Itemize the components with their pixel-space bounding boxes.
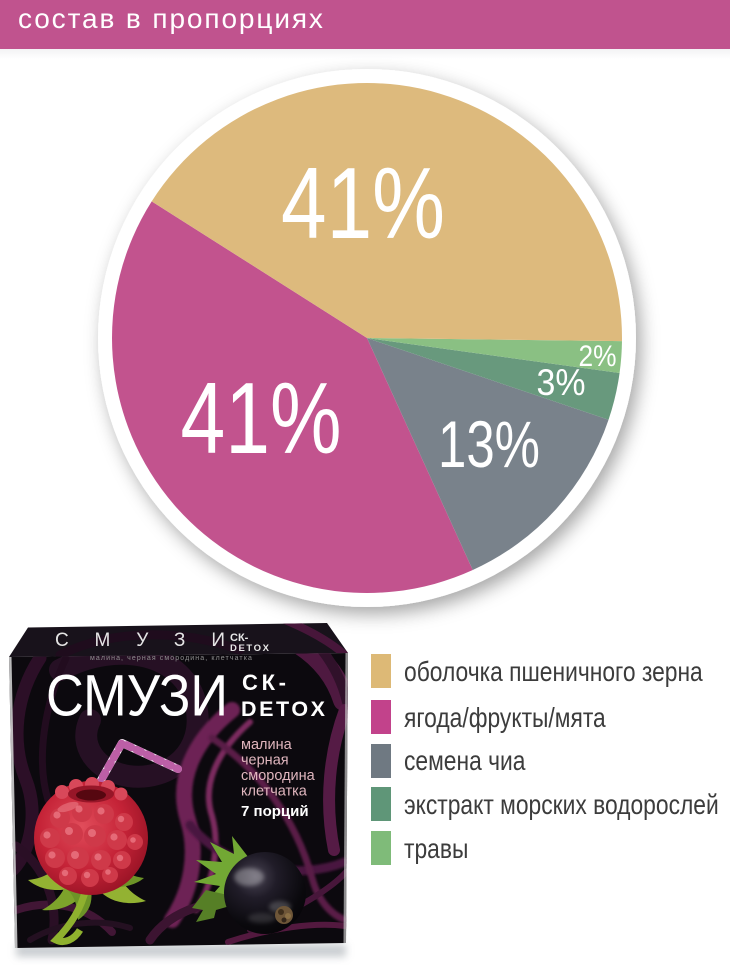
svg-text:DETOX: DETOX — [230, 643, 270, 654]
svg-text:3%: 3% — [537, 362, 586, 403]
svg-text:41%: 41% — [181, 363, 342, 475]
svg-text:7 порций: 7 порций — [241, 803, 309, 820]
svg-text:малина, черная смородина, клет: малина, черная смородина, клетчатка — [90, 655, 253, 662]
svg-text:СМУЗИ: СМУЗИ — [46, 664, 228, 729]
svg-text:41%: 41% — [281, 148, 445, 260]
svg-text:DETOX: DETOX — [241, 697, 326, 721]
svg-text:смородина: смородина — [241, 768, 316, 784]
svg-text:СК-: СК- — [230, 632, 249, 644]
svg-text:черная: черная — [241, 753, 289, 769]
svg-text:СМУЗИ: СМУЗИ — [55, 630, 225, 651]
svg-text:СК-: СК- — [242, 670, 286, 695]
svg-text:13%: 13% — [438, 407, 540, 481]
svg-text:малина: малина — [241, 737, 293, 753]
svg-text:клетчатка: клетчатка — [241, 784, 308, 800]
svg-text:2%: 2% — [579, 340, 617, 373]
